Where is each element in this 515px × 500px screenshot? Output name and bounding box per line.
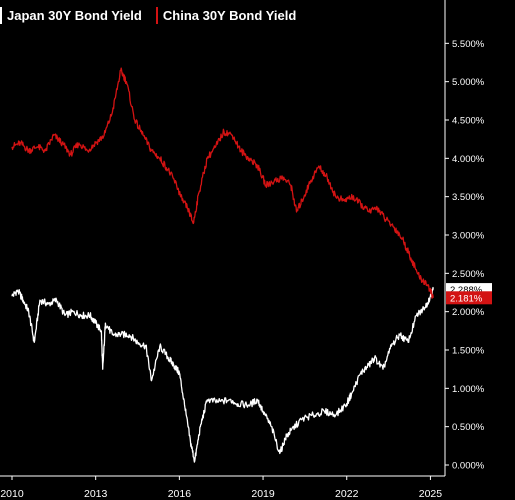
legend-item-china: China 30Y Bond Yield	[155, 7, 297, 24]
last-value-label-japan: 2.288%	[450, 285, 483, 296]
legend-item-japan: Japan 30Y Bond Yield	[0, 7, 142, 24]
legend-swatch-china	[155, 7, 158, 24]
x-tick-label: 2019	[251, 488, 275, 500]
y-tick-label: 2.000%	[452, 307, 485, 318]
x-tick-label: 2022	[335, 488, 359, 500]
y-tick-label: 0.500%	[452, 422, 485, 433]
x-tick-label: 2016	[168, 488, 192, 500]
legend: Japan 30Y Bond Yield China 30Y Bond Yiel…	[0, 7, 296, 24]
x-tick-label: 2013	[84, 488, 108, 500]
legend-swatch-japan	[0, 7, 2, 24]
series-line-japan	[11, 286, 434, 463]
x-tick-label: 2010	[0, 488, 24, 500]
legend-label-japan: Japan 30Y Bond Yield	[7, 8, 142, 23]
y-tick-label: 5.500%	[452, 39, 485, 50]
y-tick-label: 4.000%	[452, 154, 485, 165]
y-tick-label: 1.500%	[452, 346, 485, 357]
y-tick-label: 2.500%	[452, 269, 485, 280]
series-line-china	[11, 67, 434, 299]
legend-label-china: China 30Y Bond Yield	[162, 8, 297, 23]
y-tick-label: 3.000%	[452, 231, 485, 242]
y-tick-label: 5.000%	[452, 77, 485, 88]
last-value-badge-china	[446, 291, 492, 305]
last-value-label-china: 2.181%	[450, 293, 483, 304]
y-tick-label: 3.500%	[452, 192, 485, 203]
y-tick-label: 1.000%	[452, 384, 485, 395]
x-tick-label: 2025	[419, 488, 443, 500]
y-tick-label: 0.000%	[452, 461, 485, 472]
y-tick-label: 4.500%	[452, 116, 485, 127]
